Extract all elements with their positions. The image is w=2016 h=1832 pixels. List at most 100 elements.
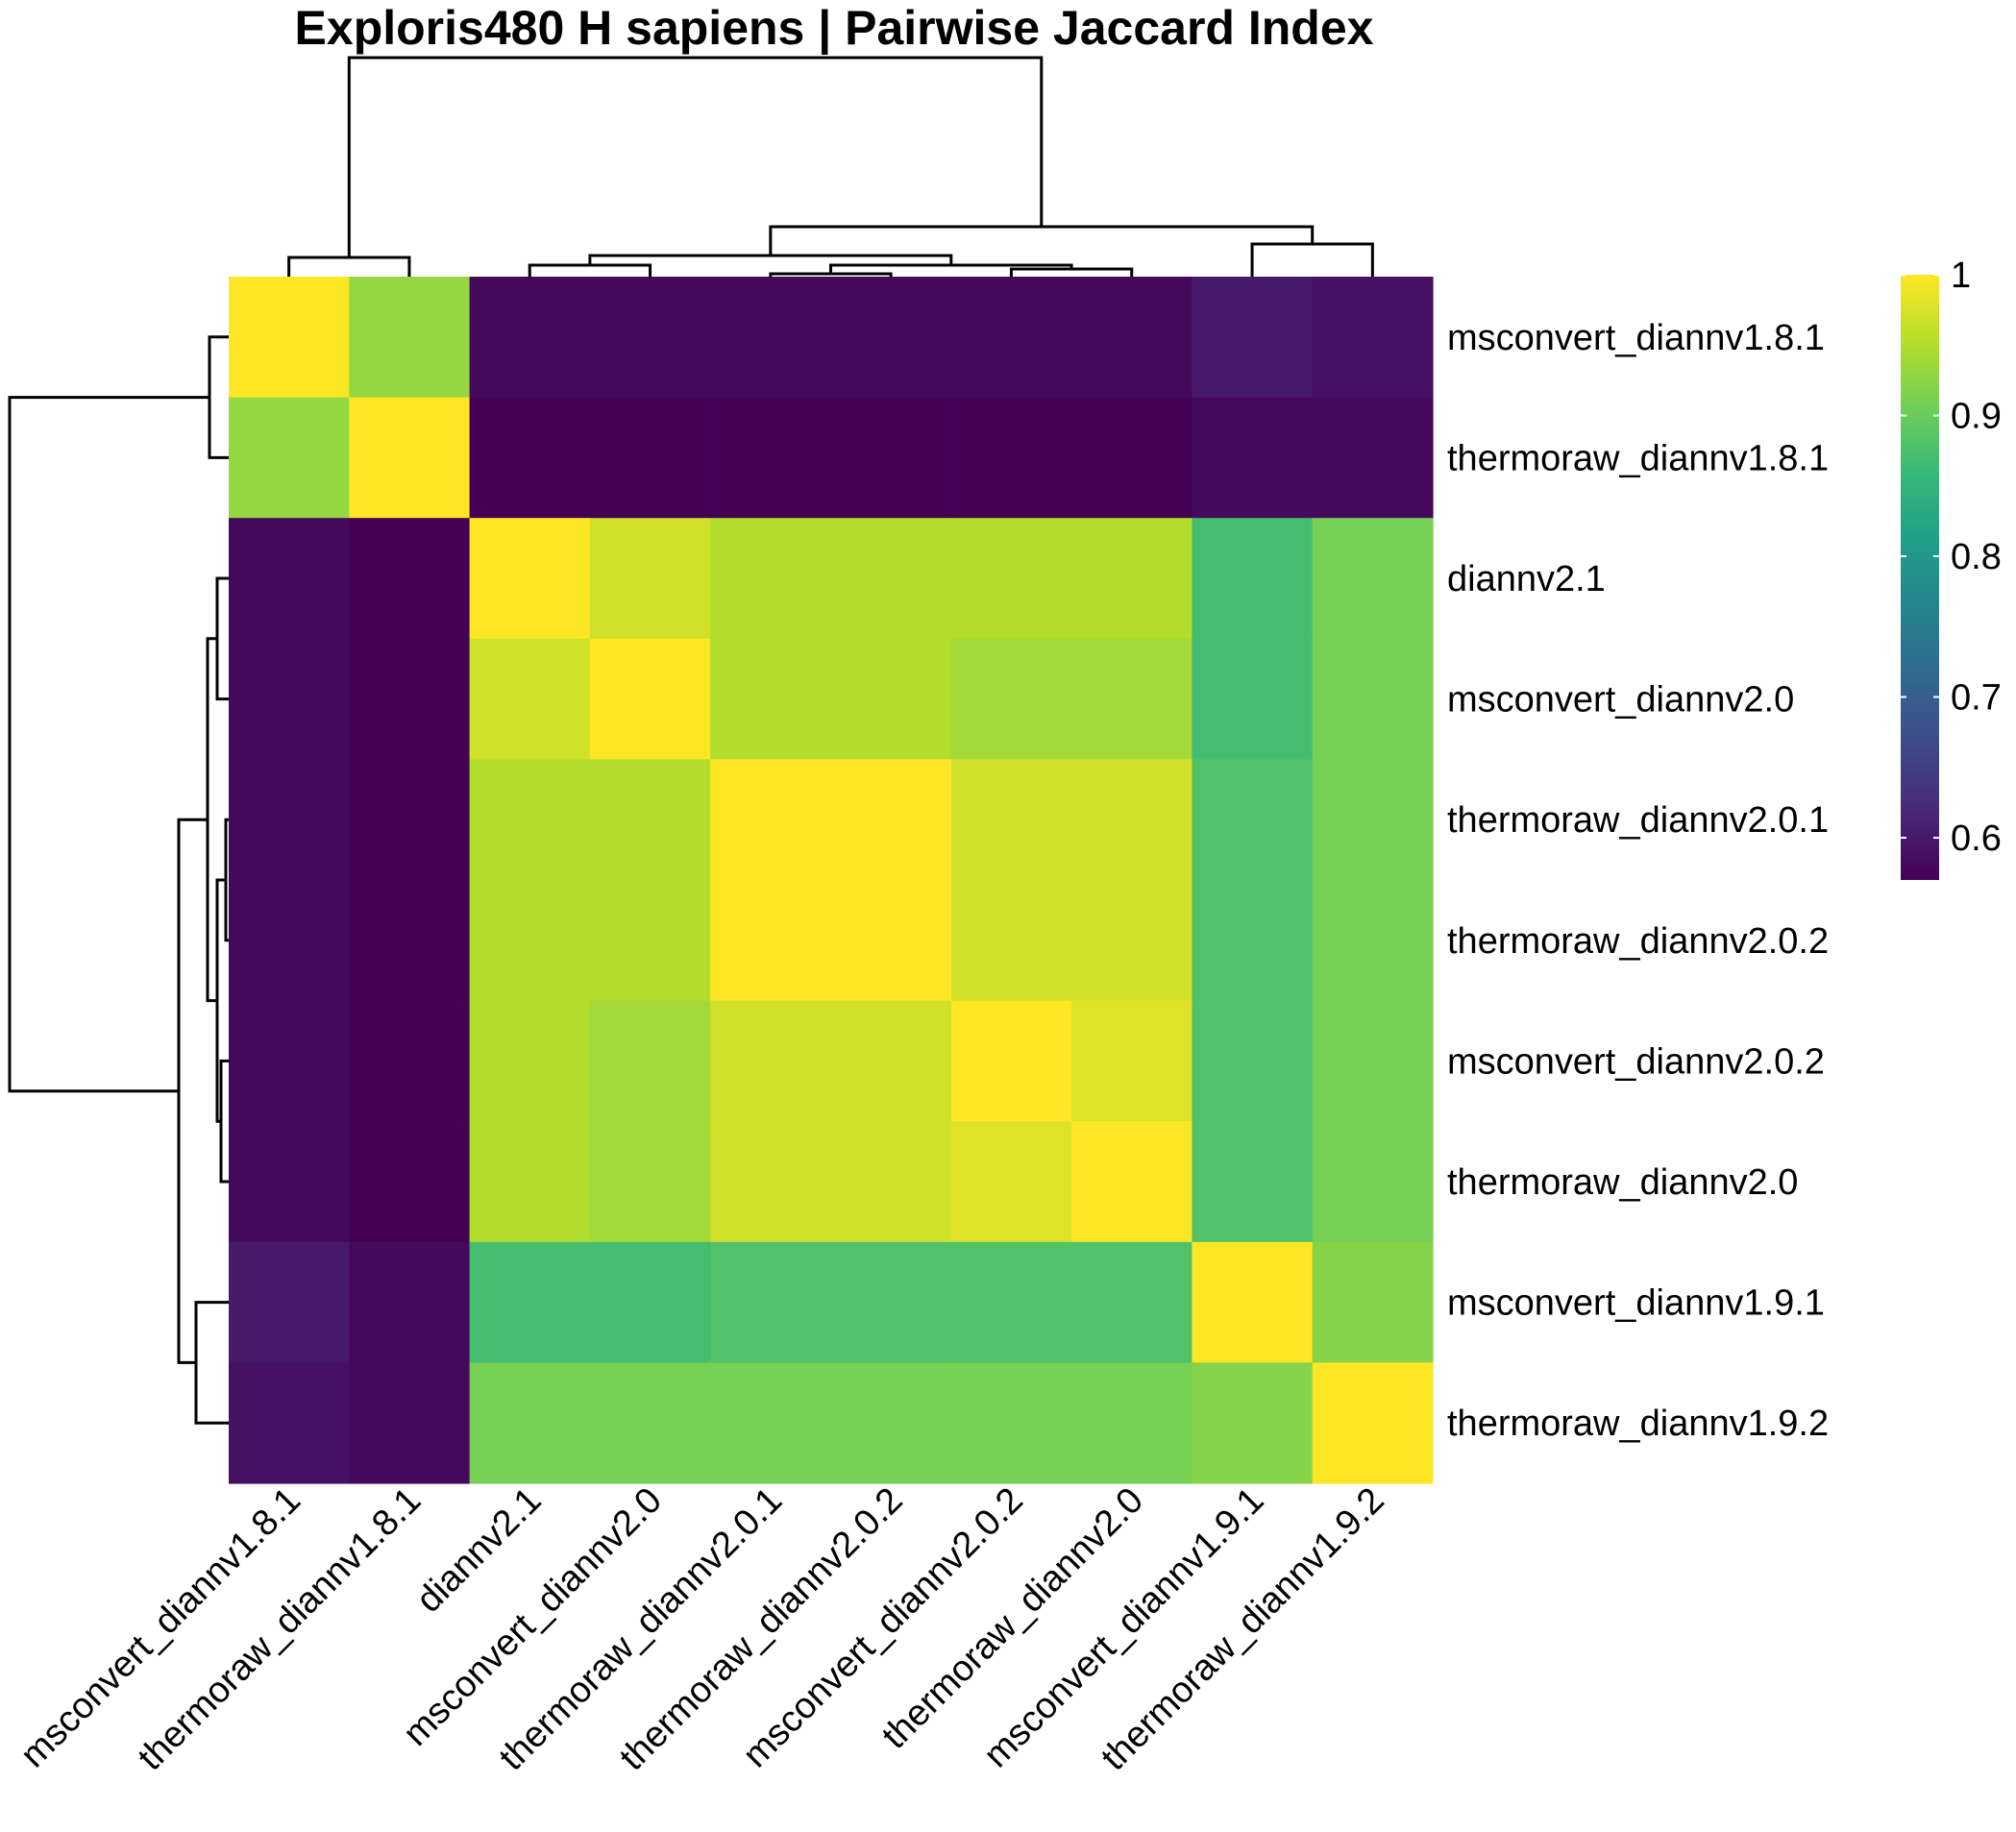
dendrogram-branch bbox=[769, 272, 893, 277]
heatmap-cell bbox=[229, 1362, 350, 1484]
heatmap-cell bbox=[349, 1121, 471, 1243]
heatmap-cell bbox=[1312, 638, 1434, 760]
heatmap-cell bbox=[469, 1121, 591, 1243]
color-bar-tick-label: 1 bbox=[1951, 256, 1971, 296]
heatmap-cell bbox=[1071, 277, 1192, 399]
heatmap-cell bbox=[950, 638, 1072, 760]
heatmap-cell bbox=[710, 397, 832, 519]
heatmap-cell bbox=[950, 759, 1072, 881]
dendrogram-branch bbox=[215, 576, 229, 701]
heatmap-cell bbox=[589, 1121, 711, 1243]
dendrogram-branch bbox=[528, 263, 652, 277]
heatmap-cell bbox=[349, 397, 471, 519]
heatmap-cell bbox=[589, 1000, 711, 1122]
color-bar-tick-label: 0.8 bbox=[1951, 537, 2002, 577]
heatmap-cell bbox=[349, 1241, 471, 1363]
chart-title: Exploris480 H sapiens | Pairwise Jaccard… bbox=[295, 1, 1374, 56]
row-labels: msconvert_diannv1.8.1 thermoraw_diannv1.8… bbox=[1447, 318, 1829, 1444]
heatmap-cell bbox=[469, 638, 591, 760]
heatmap-cell bbox=[950, 1121, 1072, 1243]
heatmap-cell bbox=[229, 759, 350, 881]
heatmap-cell bbox=[830, 1000, 952, 1122]
heatmap-cell bbox=[589, 518, 711, 640]
heatmap-cell bbox=[1071, 759, 1192, 881]
heatmap-cell bbox=[830, 518, 952, 640]
dendrogram-branch bbox=[769, 225, 1315, 256]
heatmap-cell bbox=[349, 880, 471, 1002]
heatmap-cell bbox=[349, 1000, 471, 1122]
heatmap-cell bbox=[1071, 1241, 1192, 1363]
heatmap-cell bbox=[1192, 638, 1314, 760]
heatmap-cell bbox=[1192, 880, 1314, 1002]
heatmap-cell bbox=[830, 277, 952, 399]
heatmap-cell bbox=[1312, 1000, 1434, 1122]
heatmap-cell bbox=[950, 1000, 1072, 1122]
heatmap-cell bbox=[349, 759, 471, 881]
heatmap-cell bbox=[1192, 759, 1314, 881]
row-label: thermoraw_diannv2.0 bbox=[1447, 1162, 1798, 1203]
heatmap-cell bbox=[589, 1362, 711, 1484]
heatmap-cell bbox=[830, 397, 952, 519]
heatmap-cell bbox=[229, 1121, 350, 1243]
heatmap-cell bbox=[950, 397, 1072, 519]
dendrogram-branch bbox=[177, 818, 208, 1364]
dendrogram-branch bbox=[287, 256, 411, 277]
heatmap-cell bbox=[469, 1000, 591, 1122]
row-dendrogram bbox=[8, 335, 229, 1425]
heatmap-cell bbox=[1071, 1362, 1192, 1484]
heatmap-cell bbox=[589, 277, 711, 399]
heatmap-cell bbox=[229, 638, 350, 760]
heatmap-cell bbox=[1071, 638, 1192, 760]
dendrogram-branch bbox=[219, 1059, 229, 1184]
heatmap-cell bbox=[950, 1362, 1072, 1484]
heatmap-cell bbox=[589, 880, 711, 1002]
row-label: msconvert_diannv2.0.2 bbox=[1447, 1041, 1825, 1082]
heatmap-cell bbox=[710, 1241, 832, 1363]
heatmap-cell bbox=[469, 518, 591, 640]
heatmap-cell bbox=[1312, 518, 1434, 640]
color-bar bbox=[1901, 275, 1939, 880]
heatmap-cell bbox=[950, 518, 1072, 640]
heatmap-cell bbox=[1312, 1121, 1434, 1243]
row-label: msconvert_diannv1.9.1 bbox=[1447, 1283, 1825, 1324]
dendrogram-branch bbox=[224, 818, 229, 942]
heatmap-cell bbox=[950, 880, 1072, 1002]
dendrogram-branch bbox=[208, 335, 229, 459]
color-legend: 0.6 0.7 0.8 0.9 1 bbox=[1901, 256, 2002, 880]
heatmap-cells bbox=[229, 277, 1434, 1484]
heatmap-cell bbox=[710, 638, 832, 760]
heatmap-cell bbox=[830, 880, 952, 1002]
heatmap-cell bbox=[710, 1362, 832, 1484]
heatmap-cell bbox=[1192, 518, 1314, 640]
heatmap-cell bbox=[229, 1000, 350, 1122]
heatmap-cell bbox=[1071, 880, 1192, 1002]
dendrogram-branch bbox=[1250, 242, 1374, 277]
row-label: msconvert_diannv1.8.1 bbox=[1447, 318, 1825, 358]
heatmap-cell bbox=[469, 277, 591, 399]
heatmap-cell bbox=[1192, 1121, 1314, 1243]
heatmap-cell bbox=[1192, 1000, 1314, 1122]
heatmap-cell bbox=[1192, 397, 1314, 519]
heatmap-cell bbox=[830, 759, 952, 881]
heatmap-cell bbox=[830, 1362, 952, 1484]
heatmap-cell bbox=[1071, 1121, 1192, 1243]
heatmap-cell bbox=[950, 277, 1072, 399]
heatmap-cell bbox=[1192, 1362, 1314, 1484]
color-bar-tick-label: 0.9 bbox=[1951, 397, 2002, 437]
heatmap-cell bbox=[1192, 277, 1314, 399]
heatmap-cell bbox=[469, 1362, 591, 1484]
dendrogram-branch bbox=[8, 396, 209, 1093]
heatmap-cell bbox=[1071, 518, 1192, 640]
row-label: thermoraw_diannv2.0.1 bbox=[1447, 800, 1829, 841]
heatmap-cell bbox=[469, 880, 591, 1002]
row-label: thermoraw_diannv2.0.2 bbox=[1447, 921, 1829, 962]
dendrogram-branch bbox=[194, 1301, 229, 1425]
heatmap-cell bbox=[710, 880, 832, 1002]
heatmap-cell bbox=[589, 759, 711, 881]
heatmap-cell bbox=[229, 277, 350, 399]
color-bar-tick-label: 0.7 bbox=[1951, 678, 2002, 719]
heatmap-cell bbox=[1312, 880, 1434, 1002]
row-label: thermoraw_diannv1.9.2 bbox=[1447, 1404, 1829, 1444]
heatmap-cell bbox=[229, 518, 350, 640]
heatmap-cell bbox=[710, 518, 832, 640]
